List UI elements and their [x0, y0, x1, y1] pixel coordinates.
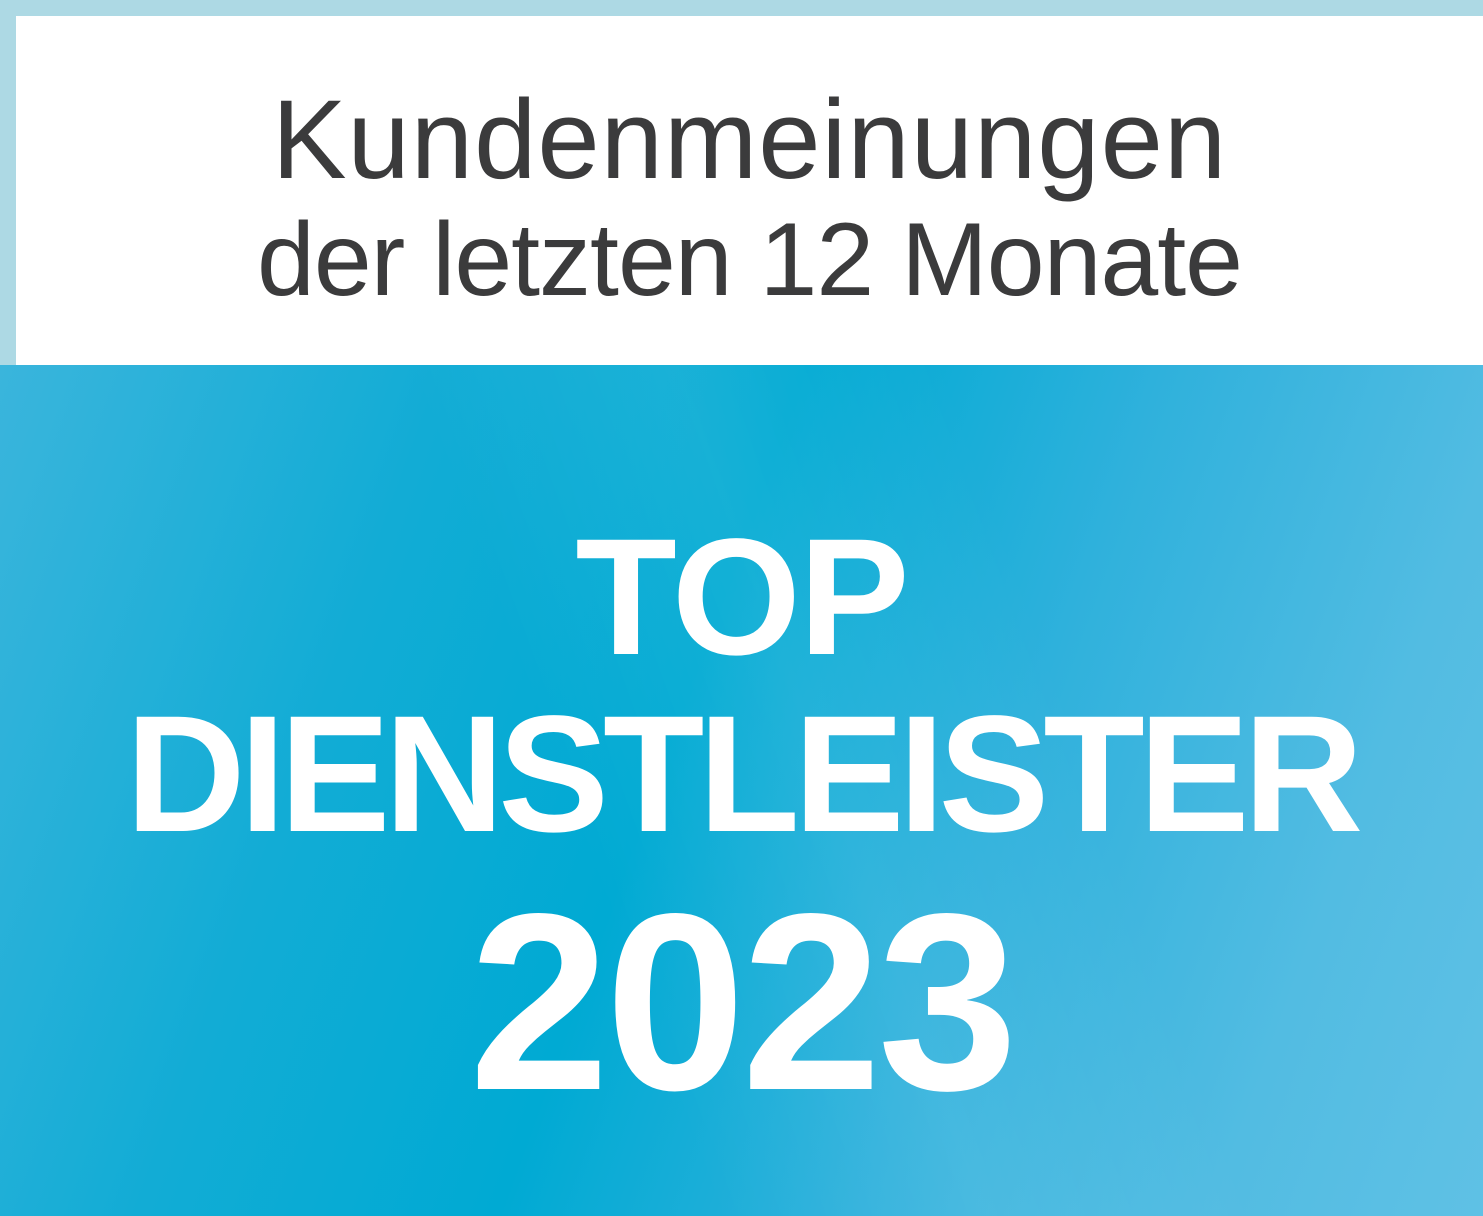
award-panel: TOP DIENSTLEISTER 2023	[0, 365, 1483, 1216]
award-title: DIENSTLEISTER	[125, 682, 1364, 867]
header-title: Kundenmeinungen	[271, 77, 1228, 202]
sheen-overlay	[0, 365, 1483, 1216]
award-top: TOP	[575, 505, 909, 690]
header-panel: Kundenmeinungen der letzten 12 Monate	[16, 16, 1483, 365]
header-subtitle: der letzten 12 Monate	[257, 202, 1243, 318]
award-year: 2023	[469, 862, 1018, 1143]
